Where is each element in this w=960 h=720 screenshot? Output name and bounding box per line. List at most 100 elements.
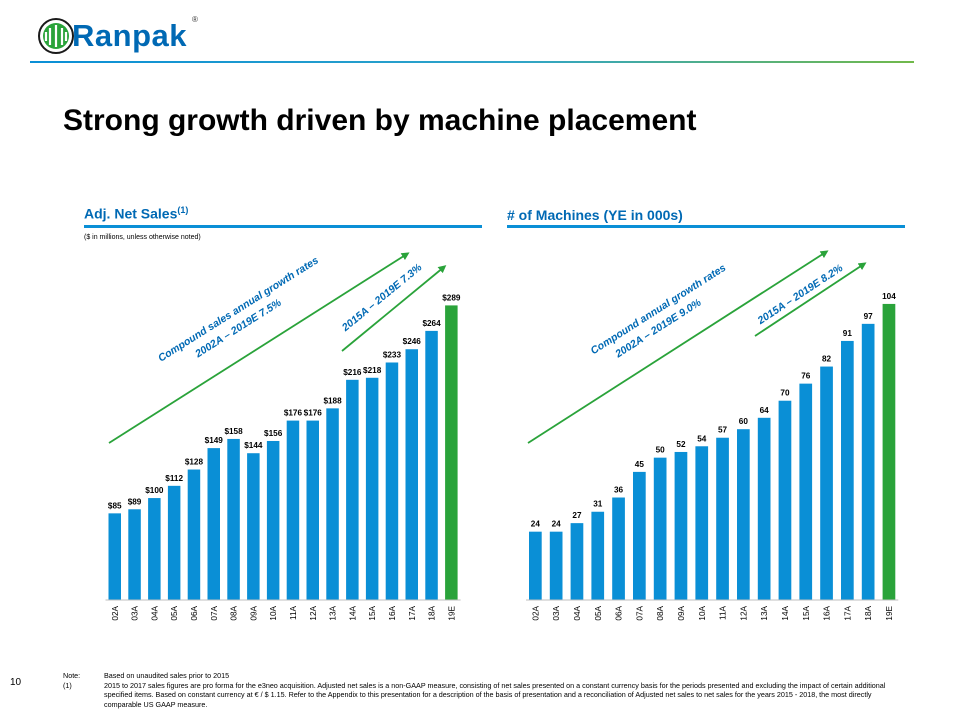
footnote-row: Note: Based on unaudited sales prior to …: [63, 671, 893, 681]
bar-value-label: 54: [697, 434, 707, 443]
bar-value-label: 45: [635, 460, 645, 469]
bar-14A: [346, 379, 359, 600]
x-tick-label: 07A: [210, 605, 219, 620]
bar-value-label: $149: [205, 436, 224, 445]
bar-value-label: $128: [185, 458, 204, 467]
x-tick-label: 09A: [249, 605, 258, 620]
growth-arrow: [108, 252, 410, 444]
left-section-rule: [84, 225, 482, 228]
bar-value-label: $264: [422, 319, 441, 328]
bar-value-label: $188: [323, 396, 342, 405]
bar-12A: [737, 429, 750, 600]
bar-16A: [820, 366, 833, 600]
bar-value-label: $85: [108, 501, 122, 510]
x-tick-label: 06A: [190, 605, 199, 620]
x-tick-label: 16A: [823, 605, 832, 620]
bar-12A: [306, 420, 319, 600]
bar-05A: [167, 485, 181, 600]
bar-02A: [529, 531, 542, 600]
x-tick-label: 19E: [447, 605, 456, 620]
bar-09A: [674, 451, 688, 600]
x-tick-label: 14A: [348, 605, 357, 620]
x-tick-label: 11A: [719, 605, 728, 619]
bar-13A: [326, 408, 339, 600]
bar-06A: [187, 469, 201, 600]
bar-value-label: 52: [676, 440, 686, 449]
bar-19E: [882, 303, 896, 600]
x-tick-label: 17A: [408, 605, 417, 620]
x-tick-label: 06A: [615, 605, 624, 620]
growth-arrow: [341, 265, 447, 352]
x-tick-label: 19E: [885, 605, 894, 620]
bar-17A: [841, 340, 854, 600]
x-tick-label: 18A: [864, 605, 873, 620]
bar-18A: [425, 330, 438, 600]
x-tick-label: 17A: [843, 605, 852, 620]
bar-11A: [716, 437, 729, 600]
bar-value-label: 76: [801, 372, 811, 381]
bar-06A: [612, 497, 625, 600]
footnote-key: Note:: [63, 671, 81, 680]
bar-11A: [286, 420, 300, 600]
x-tick-label: 08A: [656, 605, 665, 620]
x-tick-label: 11A: [289, 605, 298, 619]
bar-value-label: 70: [780, 389, 790, 398]
bar-04A: [148, 498, 161, 600]
growth-arrow: [527, 250, 829, 444]
bar-10A: [266, 440, 280, 600]
x-tick-label: 02A: [531, 605, 540, 620]
bar-18A: [861, 323, 875, 600]
bar-16A: [385, 362, 399, 600]
page-title: Strong growth driven by machine placemen…: [63, 104, 697, 137]
x-tick-label: 02A: [111, 605, 120, 620]
bar-05A: [591, 511, 605, 600]
brand-name: Ranpak: [72, 18, 187, 53]
registered-mark: ®: [192, 15, 198, 24]
x-tick-label: 13A: [760, 605, 769, 620]
bar-02A: [108, 513, 121, 600]
bar-03A: [128, 509, 141, 600]
bar-value-label: $246: [403, 337, 422, 346]
bar-09A: [247, 453, 260, 600]
bar-14A: [778, 400, 792, 600]
bar-03A: [549, 531, 563, 600]
footnote-row: (1) 2015 to 2017 sales figures are pro f…: [63, 681, 893, 710]
bar-value-label: 50: [656, 446, 666, 455]
x-tick-label: 15A: [368, 605, 377, 620]
x-tick-label: 16A: [388, 605, 397, 620]
left-section-title-text: Adj. Net Sales: [84, 205, 178, 222]
bar-08A: [227, 438, 240, 600]
left-section-title-footnote: (1): [177, 205, 189, 215]
bar-07A: [207, 448, 220, 600]
x-tick-label: 04A: [573, 605, 582, 620]
x-tick-label: 03A: [131, 605, 140, 620]
x-tick-label: 03A: [552, 605, 561, 620]
growth-rate-annotation: Compound annual growth rates: [589, 262, 729, 357]
bar-value-label: 24: [531, 520, 541, 529]
bar-17A: [405, 349, 418, 600]
x-tick-label: 08A: [230, 605, 239, 620]
bar-08A: [653, 457, 667, 600]
bar-value-label: 104: [882, 292, 896, 301]
x-tick-label: 18A: [428, 605, 437, 620]
bar-15A: [799, 383, 813, 600]
growth-arrow: [754, 262, 867, 337]
growth-rate-annotation: 2015A – 2019E 8.2%: [755, 262, 846, 328]
x-tick-label: 14A: [781, 605, 790, 620]
x-tick-label: 12A: [309, 605, 318, 620]
bar-value-label: $112: [165, 474, 183, 483]
bar-value-label: $218: [363, 366, 382, 375]
x-tick-label: 10A: [269, 605, 278, 620]
x-tick-label: 13A: [329, 605, 338, 620]
bar-07A: [633, 471, 646, 600]
bar-value-label: 82: [822, 355, 832, 364]
bar-13A: [757, 417, 771, 600]
bar-value-label: $216: [343, 368, 362, 377]
bar-value-label: $176: [284, 409, 303, 418]
footnotes: Note: Based on unaudited sales prior to …: [63, 671, 893, 709]
bar-value-label: $144: [244, 441, 263, 450]
bar-value-label: 57: [718, 426, 728, 435]
bar-value-label: $158: [224, 427, 243, 436]
x-tick-label: 09A: [677, 605, 686, 620]
